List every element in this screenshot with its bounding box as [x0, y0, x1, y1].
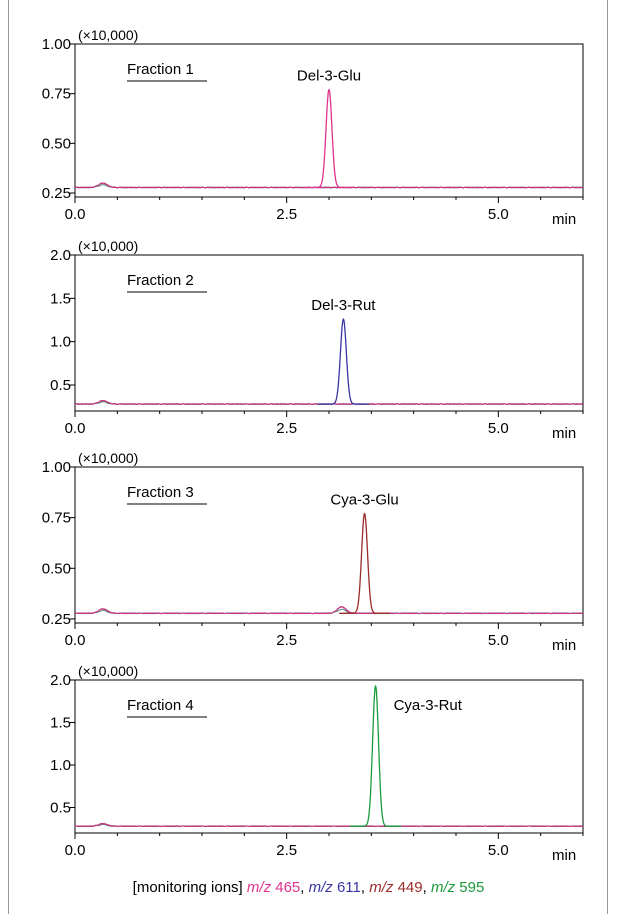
ion-449: m/z 449: [369, 879, 422, 896]
ion-595: m/z 595: [431, 879, 484, 896]
x-tick-label: 5.0: [488, 842, 509, 859]
y-multiplier: (×10,000): [78, 663, 138, 679]
y-tick-label: 0.25: [42, 185, 71, 202]
mz-label: m/z: [308, 879, 333, 896]
peak-label: Del-3-Glu: [297, 68, 361, 85]
y-tick-label: 0.5: [50, 377, 71, 394]
peak-trace: [303, 88, 355, 189]
mz-label: m/z: [430, 879, 456, 896]
y-tick-label: 1.5: [50, 715, 71, 732]
x-axis-label: min: [552, 637, 576, 654]
fraction-title: Fraction 2: [127, 272, 194, 289]
y-tick-label: 1.00: [42, 36, 71, 53]
x-tick-label: 0.0: [65, 632, 86, 649]
mz-value: 611: [332, 879, 361, 896]
mz-value: 595: [455, 879, 485, 896]
y-multiplier: (×10,000): [78, 27, 138, 43]
monitoring-ions-caption: [monitoring ions] m/z 465, m/z 611, m/z …: [0, 879, 617, 896]
y-tick-label: 0.50: [42, 135, 71, 152]
chromatogram-panel-1: (×10,000) 0.25 0.50 0.75 1.00 0.0 2.5 5.0 min Fra…: [42, 27, 584, 228]
separator: ,: [422, 879, 431, 896]
x-tick-label: 0.0: [65, 842, 86, 859]
x-tick-label: 2.5: [276, 206, 297, 223]
chromatogram-panel-4: (×10,000) 0.5 1.0 1.5 2.0 0.0 2.5 5.0 min Fractio…: [50, 663, 584, 864]
y-multiplier: (×10,000): [78, 450, 138, 466]
x-tick-label: 2.5: [276, 420, 297, 437]
y-tick-label: 2.0: [50, 672, 71, 689]
baseline-trace: [74, 182, 584, 189]
caption-prefix: [monitoring ions]: [132, 879, 243, 896]
mz-label: m/z: [369, 879, 394, 896]
y-tick-label: 0.75: [42, 510, 71, 527]
peak-trace: [318, 318, 369, 405]
x-tick-label: 0.0: [65, 420, 86, 437]
mz-value: 449: [393, 879, 423, 896]
x-axis-label: min: [552, 425, 576, 442]
separator: ,: [360, 879, 370, 896]
x-tick-label: 2.5: [276, 842, 297, 859]
x-axis-label: min: [552, 847, 576, 864]
mz-label: m/z: [246, 879, 272, 896]
y-tick-label: 2.0: [50, 247, 71, 264]
x-tick-label: 0.0: [65, 206, 86, 223]
baseline-trace: [74, 822, 584, 828]
chromatogram-panel-3: (×10,000) 0.25 0.50 0.75 1.00 0.0 2.5 5.0 min Fra…: [42, 450, 584, 654]
x-tick-label: 2.5: [276, 632, 297, 649]
mz-value: 465: [271, 879, 301, 896]
y-multiplier: (×10,000): [78, 238, 138, 254]
y-tick-label: 1.00: [42, 459, 71, 476]
peak-label: Del-3-Rut: [311, 297, 376, 314]
fraction-title: Fraction 3: [127, 484, 194, 501]
y-tick-label: 0.75: [42, 86, 71, 103]
y-tick-label: 0.5: [50, 800, 71, 817]
y-tick-label: 0.50: [42, 560, 71, 577]
chromatogram-panel-2: (×10,000) 0.5 1.0 1.5 2.0 0.0 2.5 5.0 min Fractio…: [50, 238, 584, 442]
x-axis-label: min: [552, 211, 576, 228]
x-tick-label: 5.0: [488, 206, 509, 223]
x-tick-label: 5.0: [488, 420, 509, 437]
ion-465: m/z 465: [247, 879, 300, 896]
peak-trace: [339, 512, 390, 614]
figure-frame: [8, 0, 608, 914]
peak-label: Cya-3-Glu: [330, 492, 398, 509]
y-tick-label: 0.25: [42, 611, 71, 628]
ion-list: m/z 465, m/z 611, m/z 449, m/z 595: [247, 879, 484, 896]
y-tick-label: 1.5: [50, 290, 71, 307]
ion-611: m/z 611: [309, 879, 361, 896]
x-tick-label: 5.0: [488, 632, 509, 649]
y-tick-label: 1.0: [50, 757, 71, 774]
y-tick-label: 1.0: [50, 334, 71, 351]
peak-trace: [350, 685, 401, 827]
baseline-trace: [74, 605, 584, 615]
peak-label: Cya-3-Rut: [394, 697, 463, 714]
fraction-title: Fraction 1: [127, 61, 194, 78]
separator: ,: [300, 879, 309, 896]
fraction-title: Fraction 4: [127, 697, 194, 714]
